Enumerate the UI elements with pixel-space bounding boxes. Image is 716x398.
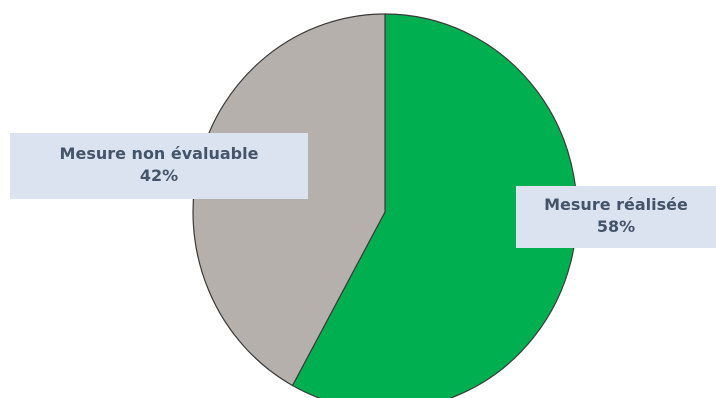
slice-name: Mesure non évaluable <box>59 144 259 163</box>
slice-name: Mesure réalisée <box>544 195 688 214</box>
slice-label-mesure-non-evaluable: Mesure non évaluable 42% <box>10 133 308 199</box>
slice-label-mesure-realisee: Mesure réalisée 58% <box>516 186 716 248</box>
slice-percent: 42% <box>139 166 179 185</box>
slice-percent: 58% <box>596 217 636 236</box>
pie-slice-0 <box>291 13 578 398</box>
